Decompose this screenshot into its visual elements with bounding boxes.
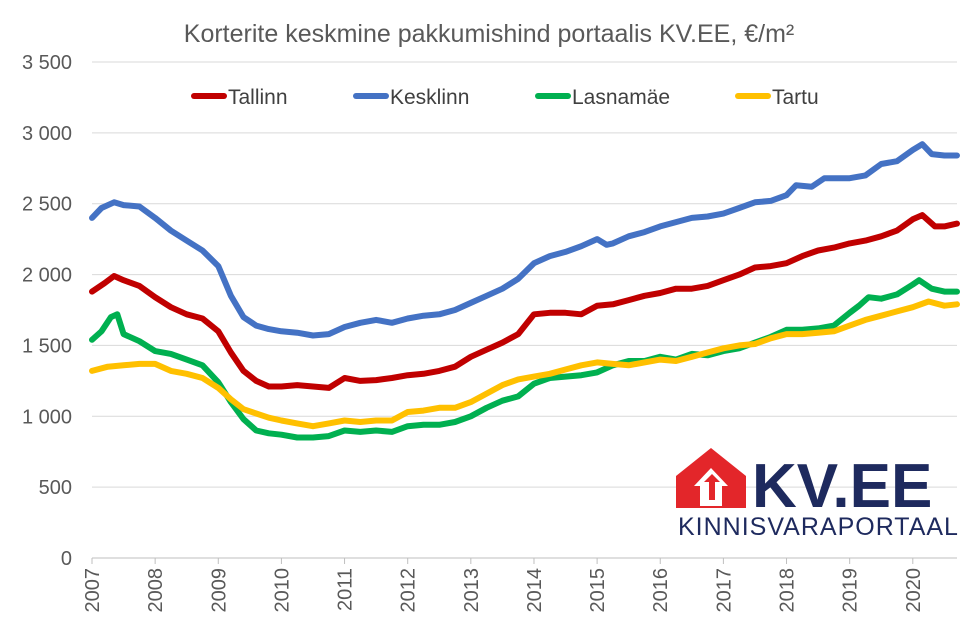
y-tick-label: 1 000 <box>22 406 72 428</box>
x-tick-label: 2016 <box>650 568 672 613</box>
x-tick-label: 2020 <box>903 568 925 613</box>
legend-item-lasnam-e: Lasnamäe <box>535 86 670 109</box>
logo-main-text: KV.EE <box>752 452 932 521</box>
x-tick-label: 2007 <box>82 568 104 613</box>
x-tick-label: 2017 <box>713 568 735 613</box>
y-tick-label: 1 500 <box>22 335 72 357</box>
legend-item-tallinn: Tallinn <box>191 86 288 109</box>
y-tick-label: 3 000 <box>22 123 72 145</box>
x-tick-label: 2008 <box>145 568 167 613</box>
y-tick-label: 2 000 <box>22 265 72 287</box>
series-line-lasnam-e <box>89 277 960 441</box>
x-tick-label: 2009 <box>208 568 230 613</box>
chart-title: Korterite keskmine pakkumishind portaali… <box>184 20 794 48</box>
legend-label: Kesklinn <box>390 86 469 109</box>
legend-label: Lasnamäe <box>572 86 670 109</box>
x-tick-label: 2014 <box>524 568 546 613</box>
series-lines <box>89 141 960 441</box>
legend-item-kesklinn: Kesklinn <box>353 86 469 109</box>
x-tick-label: 2018 <box>777 568 799 613</box>
y-tick-label: 500 <box>39 477 72 499</box>
legend-label: Tartu <box>772 86 819 109</box>
series-line-kesklinn <box>89 141 960 339</box>
y-tick-label: 2 500 <box>22 194 72 216</box>
x-tick-label: 2013 <box>461 568 483 613</box>
x-tick-label: 2015 <box>587 568 609 613</box>
logo-sub-text: KINNISVARAPORTAAL <box>678 513 959 541</box>
house-arrow-icon <box>676 448 746 508</box>
y-tick-label: 3 500 <box>22 52 72 74</box>
x-tick-label: 2012 <box>398 568 420 613</box>
series-line-tallinn <box>89 212 960 391</box>
gridlines <box>92 61 957 488</box>
legend-label: Tallinn <box>228 86 288 109</box>
y-tick-label: 0 <box>61 548 72 570</box>
x-tick-label: 2011 <box>335 568 357 611</box>
series-line-tartu <box>89 298 960 430</box>
x-tick-label: 2010 <box>271 568 293 613</box>
axes: 0 500 1 000 1 500 2 000 2 500 3 000 3 500 2007 20… <box>22 52 957 613</box>
legend-item-tartu: Tartu <box>735 86 819 109</box>
legend: Tallinn Kesklinn Lasnamäe Tartu <box>191 86 819 109</box>
kv-ee-logo: KV.EE KINNISVARAPORTAAL <box>676 448 959 541</box>
x-tick-label: 2019 <box>840 568 862 613</box>
